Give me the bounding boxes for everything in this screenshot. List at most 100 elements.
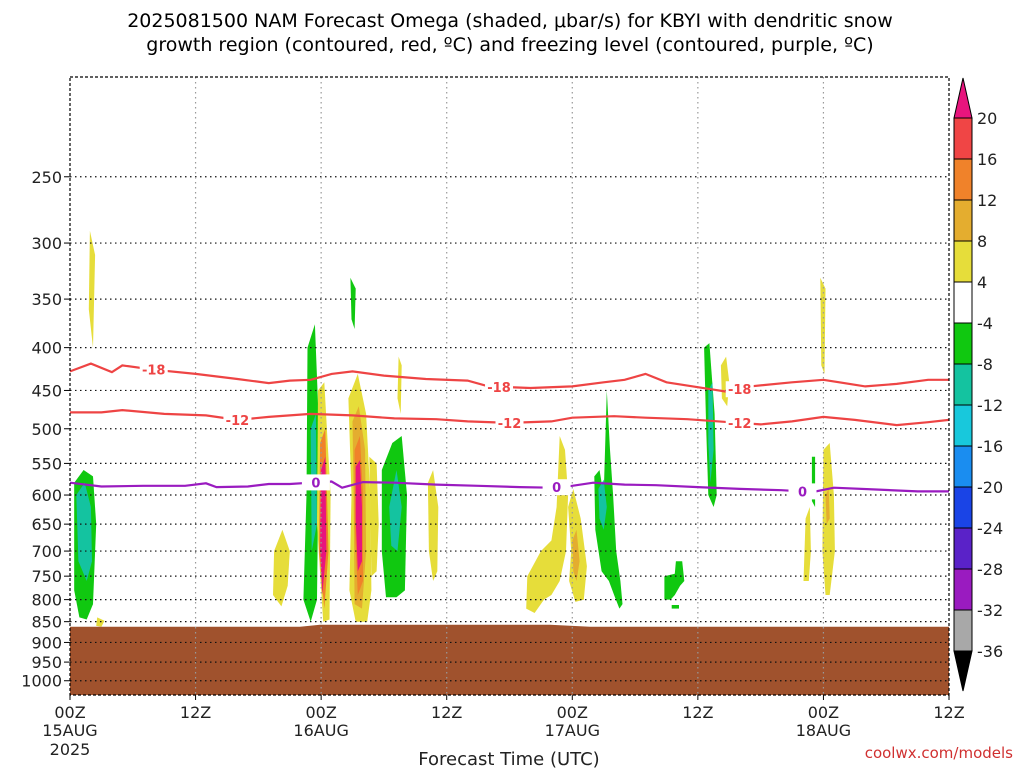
omega-region-23 bbox=[594, 390, 623, 609]
omega-region-30 bbox=[820, 277, 826, 374]
y-tick-300: 300 bbox=[31, 234, 62, 253]
contour-label-bg-2-0 bbox=[301, 474, 330, 491]
y-tick-600: 600 bbox=[31, 486, 62, 505]
contour-label-1-0: -12 bbox=[226, 414, 250, 429]
omega-region-25 bbox=[664, 561, 685, 600]
omega-region-4 bbox=[273, 529, 290, 607]
y-tick-850: 850 bbox=[31, 613, 62, 632]
chart-title: 2025081500 NAM Forecast Omega (shaded, μ… bbox=[127, 10, 893, 56]
grid-lines bbox=[70, 77, 949, 695]
omega-region-2 bbox=[88, 230, 96, 348]
x-tick-time-36: 12Z bbox=[431, 703, 462, 722]
contour-label-2-1: 0 bbox=[552, 481, 561, 496]
contour-label-bg-1-2 bbox=[725, 414, 754, 431]
colorbar-label-7: -12 bbox=[977, 396, 1003, 415]
colorbar-label-12: -32 bbox=[977, 601, 1003, 620]
colorbar-label-13: -36 bbox=[977, 642, 1003, 661]
colorbar-swatch-12 bbox=[953, 609, 973, 652]
y-tick-1000: 1000 bbox=[21, 672, 62, 691]
omega-region-17 bbox=[389, 470, 402, 552]
plot-frame bbox=[69, 76, 950, 696]
contour-label-0-2: -18 bbox=[728, 383, 752, 398]
omega-region-19 bbox=[427, 470, 439, 581]
colorbar-swatch-3 bbox=[953, 240, 973, 283]
colorbar-swatch-6 bbox=[953, 363, 973, 406]
chart-title-line-1: 2025081500 NAM Forecast Omega (shaded, μ… bbox=[127, 10, 893, 32]
contour-label-0-1: -18 bbox=[487, 381, 511, 396]
omega-region-10 bbox=[350, 277, 356, 329]
omega-region-14 bbox=[355, 460, 362, 572]
x-tick-time-0: 00Z bbox=[54, 703, 85, 722]
x-tick-time-24: 00Z bbox=[305, 703, 336, 722]
y-tick-950: 950 bbox=[31, 653, 62, 672]
y-axis-pressure: 2503003504004505005506006507007508008509… bbox=[21, 168, 70, 691]
colorbar-label-5: -4 bbox=[977, 314, 993, 333]
x-tick-time-60: 12Z bbox=[682, 703, 713, 722]
colorbar-swatch-8 bbox=[953, 445, 973, 488]
x-tick-time-12: 12Z bbox=[180, 703, 211, 722]
omega-region-24 bbox=[598, 479, 607, 530]
colorbar-swatch-2 bbox=[953, 199, 973, 242]
colorbar-label-10: -24 bbox=[977, 519, 1003, 538]
y-tick-350: 350 bbox=[31, 290, 62, 309]
omega-region-26 bbox=[671, 605, 679, 609]
colorbar-swatch-4 bbox=[953, 281, 973, 324]
contour-label-bg-2-2 bbox=[788, 483, 817, 500]
x-tick-date-48: 17AUG bbox=[545, 721, 600, 740]
x-tick-time-72: 00Z bbox=[808, 703, 839, 722]
omega-region-1 bbox=[76, 482, 92, 581]
omega-region-31 bbox=[811, 456, 816, 507]
colorbar-swatch-1 bbox=[953, 158, 973, 201]
colorbar-label-2: 12 bbox=[977, 191, 997, 210]
colorbar-label-11: -28 bbox=[977, 560, 1003, 579]
x-tick-date-24: 16AUG bbox=[293, 721, 348, 740]
contour-label-bg-2-1 bbox=[542, 479, 571, 496]
colorbar-top-arrow bbox=[953, 77, 973, 119]
contour-label-bg-0-2 bbox=[725, 381, 754, 398]
contour-label-1-2: -12 bbox=[728, 417, 752, 432]
omega-region-22 bbox=[572, 529, 580, 581]
colorbar-label-1: 16 bbox=[977, 150, 997, 169]
omega-region-9 bbox=[320, 456, 327, 595]
omega-region-32 bbox=[803, 507, 811, 581]
contour-label-bg-1-0 bbox=[223, 411, 252, 428]
colorbar-bottom-arrow bbox=[953, 650, 973, 692]
y-tick-650: 650 bbox=[31, 515, 62, 534]
omega-region-20 bbox=[526, 436, 569, 613]
colorbar-label-0: 20 bbox=[977, 109, 997, 128]
y-tick-400: 400 bbox=[31, 339, 62, 358]
omega-region-18 bbox=[397, 356, 402, 414]
colorbar-legend: 20 16 12 8 4 -4 -8 -12 -16 -20 -24 -28 -32 -36 bbox=[953, 77, 1003, 692]
colorbar-label-9: -20 bbox=[977, 478, 1003, 497]
colorbar-label-6: -8 bbox=[977, 355, 993, 374]
x-tick-year-0: 2025 bbox=[50, 740, 91, 759]
contour-labels: -18 -18 -18 -12 -12 -12 0 0 0 bbox=[139, 361, 817, 500]
colorbar-swatch-9 bbox=[953, 486, 973, 529]
chart-title-line-2: growth region (contoured, red, ºC) and f… bbox=[146, 34, 873, 56]
contour-label-2-2: 0 bbox=[798, 485, 807, 500]
contour-label-bg-1-1 bbox=[495, 414, 524, 431]
contour-label-1-1: -12 bbox=[498, 417, 522, 432]
y-tick-700: 700 bbox=[31, 542, 62, 561]
y-tick-450: 450 bbox=[31, 381, 62, 400]
omega-region-15 bbox=[369, 456, 379, 577]
x-tick-time-48: 00Z bbox=[557, 703, 588, 722]
contour-label-bg-0-0 bbox=[139, 361, 168, 378]
colorbar-label-3: 8 bbox=[977, 232, 987, 251]
colorbar-label-8: -16 bbox=[977, 437, 1003, 456]
colorbar-label-4: 4 bbox=[977, 273, 987, 292]
colorbar-swatch-11 bbox=[953, 568, 973, 611]
colorbar-swatch-7 bbox=[953, 404, 973, 447]
x-tick-date-0: 15AUG bbox=[42, 721, 97, 740]
contour-line-1 bbox=[70, 408, 949, 427]
y-tick-750: 750 bbox=[31, 567, 62, 586]
x-axis-label: Forecast Time (UTC) bbox=[418, 749, 599, 768]
y-tick-500: 500 bbox=[31, 420, 62, 439]
ground-terrain bbox=[70, 624, 949, 695]
y-tick-550: 550 bbox=[31, 454, 62, 473]
contour-line-2 bbox=[70, 480, 949, 494]
x-tick-time-84: 12Z bbox=[933, 703, 964, 722]
contour-label-bg-0-1 bbox=[485, 378, 514, 395]
